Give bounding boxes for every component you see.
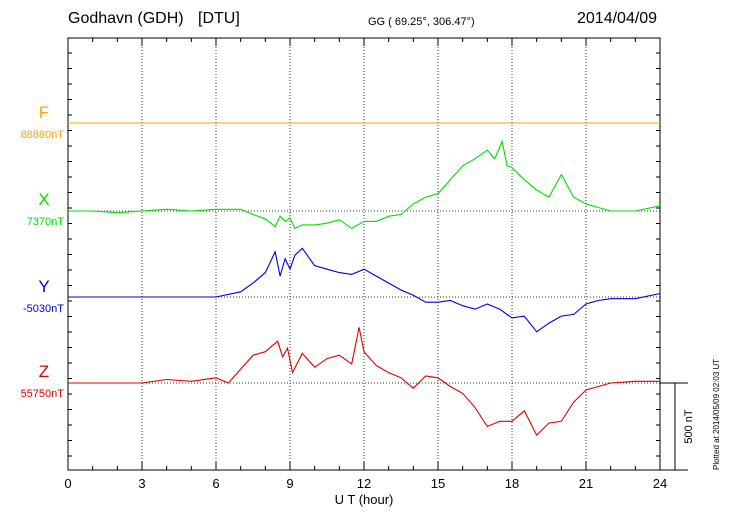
x-tick-label: 12	[357, 476, 371, 491]
station-title: Godhavn (GDH)	[68, 10, 184, 27]
x-tick-label: 21	[579, 476, 593, 491]
x-tick-label: 3	[138, 476, 145, 491]
series-baseline-z: 55750nT	[21, 388, 65, 400]
coordinates-label: GG ( 69.25°, 306.47°)	[368, 16, 475, 28]
series-name-y: Y	[38, 277, 49, 296]
series-baseline-x: 7370nT	[27, 216, 65, 228]
series-name-z: Z	[39, 362, 49, 381]
x-tick-label: 6	[212, 476, 219, 491]
institute-label: [DTU]	[198, 10, 240, 27]
plotted-timestamp: Plotted at 2014/05/09 02:03 UT	[712, 358, 721, 470]
x-tick-label: 0	[64, 476, 71, 491]
series-line-y	[68, 247, 661, 333]
series-baseline-f: 88880nT	[21, 129, 65, 141]
x-tick-label: 24	[653, 476, 667, 491]
x-tick-label: 15	[431, 476, 445, 491]
x-tick-label: 18	[505, 476, 519, 491]
series-name-x: X	[38, 190, 49, 209]
scale-bar-label: 500 nT	[683, 409, 695, 444]
series-line-z	[68, 327, 660, 437]
series-baseline-y: -5030nT	[23, 303, 64, 315]
series-name-f: F	[39, 103, 49, 122]
x-tick-label: 9	[286, 476, 293, 491]
date-label: 2014/04/09	[577, 10, 658, 27]
x-axis-label: U T (hour)	[335, 492, 394, 507]
series-line-x	[68, 139, 661, 230]
